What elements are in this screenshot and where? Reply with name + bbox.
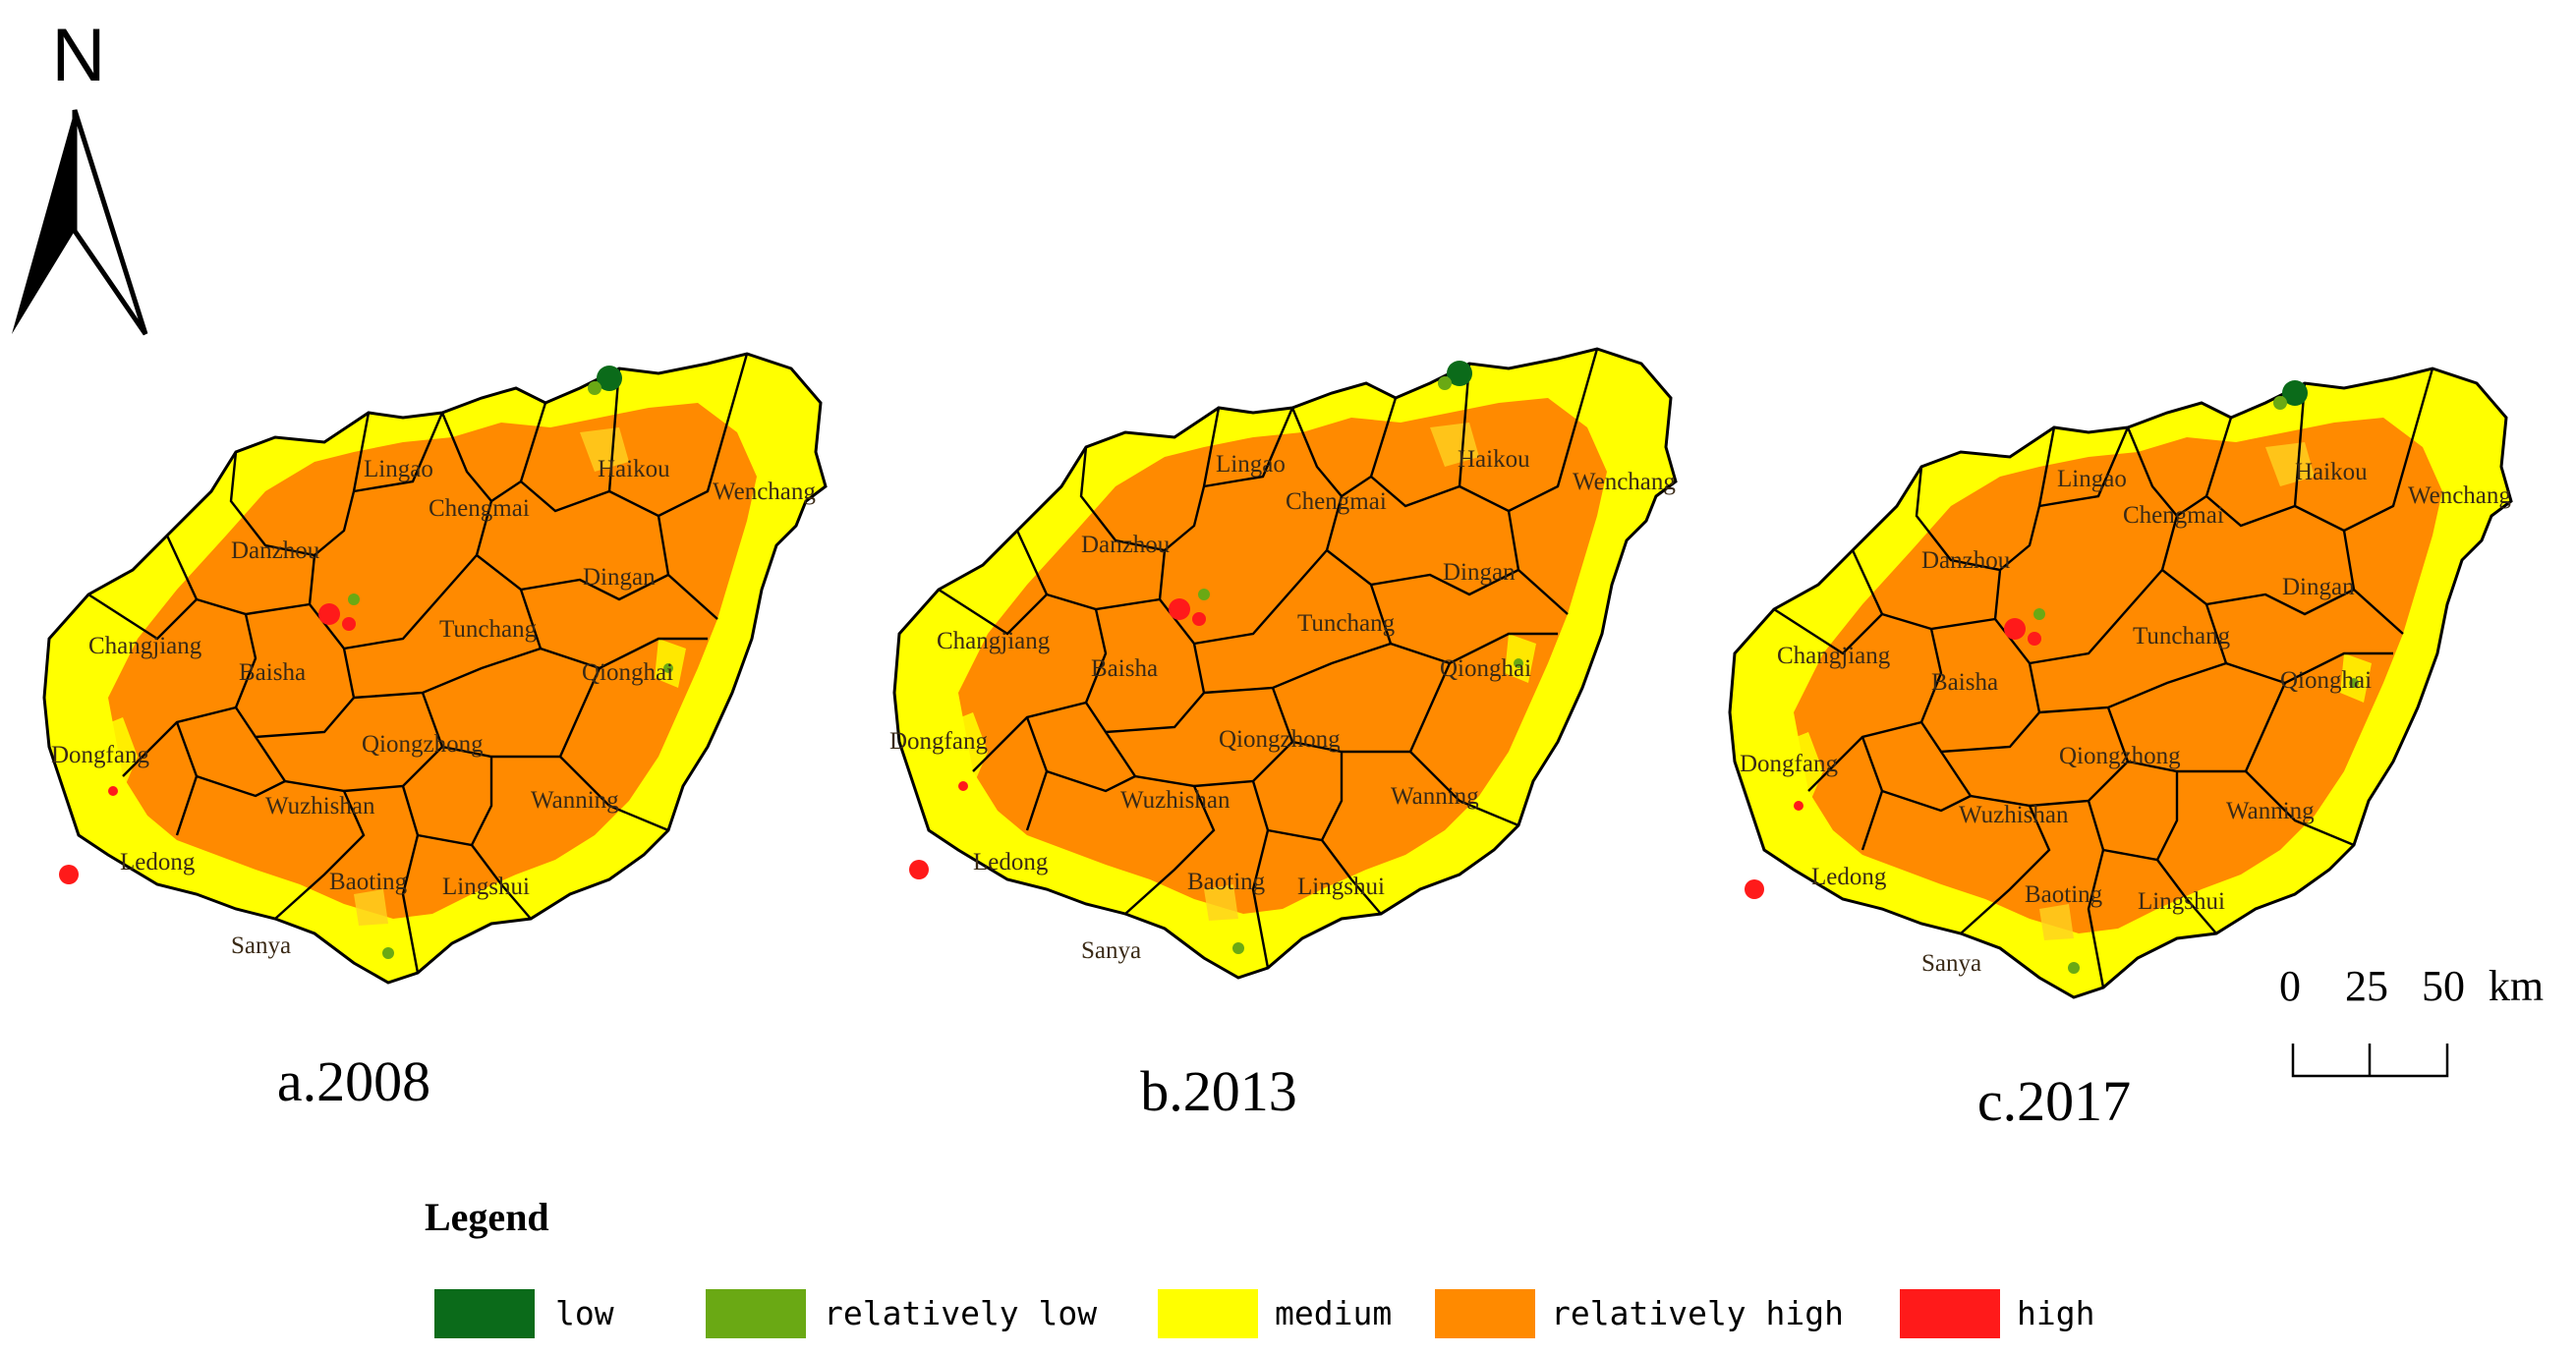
legend-swatch-low — [434, 1289, 535, 1338]
legend-swatch-medium — [1158, 1289, 1258, 1338]
panel-caption: a.2008 — [277, 1049, 430, 1113]
district-label: Tunchang — [439, 616, 538, 643]
district-label: Sanya — [231, 932, 291, 959]
district-label: Chengmai — [429, 495, 530, 522]
district-label: Dingan — [2282, 574, 2355, 600]
scale-bar-line — [2291, 1044, 2449, 1078]
district-label: Lingshui — [442, 874, 530, 900]
district-label: Baisha — [239, 659, 306, 686]
district-label: Dingan — [1443, 559, 1516, 586]
district-label: Baoting — [2025, 881, 2103, 908]
map-panel-2017: Lingao Chengmai Haikou Wenchang Danzhou … — [1728, 367, 2513, 1133]
district-label: Lingao — [1216, 451, 1286, 478]
north-arrow: N — [12, 14, 148, 336]
scale-bar: 0 25 50 km — [2279, 962, 2544, 1078]
district-label: Wenchang — [1573, 469, 1676, 495]
district-label: Qionghai — [582, 659, 673, 686]
island-map — [42, 352, 828, 985]
district-label: Ledong — [120, 849, 196, 876]
district-label: Qionghai — [2280, 667, 2372, 694]
legend-label: low — [555, 1294, 614, 1332]
map-panel-2008: Lingao Chengmai Haikou Wenchang Danzhou … — [42, 352, 828, 1113]
district-label: Wuzhishan — [1959, 802, 2069, 828]
legend-label: relatively high — [1551, 1294, 1844, 1332]
district-label: Baoting — [1187, 869, 1266, 895]
district-label: Danzhou — [1921, 547, 2011, 574]
district-label: Qiongzhong — [2059, 743, 2181, 769]
district-label: Dongfang — [889, 728, 988, 755]
district-label: Haikou — [2295, 459, 2368, 485]
district-label: Qionghai — [1440, 655, 1531, 682]
district-label: Lingshui — [1297, 874, 1385, 900]
district-label: Wuzhishan — [265, 793, 375, 819]
legend-swatch-high — [1900, 1289, 2000, 1338]
district-label: Dongfang — [1740, 751, 1838, 777]
district-label: Sanya — [1921, 950, 1981, 977]
district-label: Haikou — [598, 456, 670, 482]
district-label: Tunchang — [2133, 623, 2231, 650]
district-label: Changjiang — [88, 633, 202, 659]
panel-caption: c.2017 — [1977, 1069, 2131, 1133]
district-label: Danzhou — [231, 537, 320, 564]
scale-tick-label: 0 — [2279, 962, 2301, 1010]
district-label: Lingao — [2057, 466, 2127, 492]
district-label: Chengmai — [1286, 488, 1387, 515]
district-label: Danzhou — [1081, 532, 1171, 558]
legend-label: high — [2017, 1294, 2094, 1332]
legend-label: medium — [1275, 1294, 1392, 1332]
district-label: Wenchang — [2408, 482, 2511, 509]
north-letter: N — [52, 14, 106, 97]
district-label: Lingshui — [2138, 888, 2225, 915]
district-label: Dingan — [583, 564, 656, 591]
legend-swatch-relatively-low — [706, 1289, 806, 1338]
island-map — [1728, 367, 2513, 999]
district-label: Baisha — [1931, 669, 1998, 696]
north-arrow-icon — [12, 110, 75, 334]
panel-caption: b.2013 — [1140, 1059, 1297, 1123]
district-label: Chengmai — [2123, 502, 2224, 529]
island-map — [892, 347, 1678, 980]
district-label: Qiongzhong — [362, 731, 484, 758]
district-label: Sanya — [1081, 937, 1141, 964]
district-label: Baisha — [1091, 655, 1158, 682]
scale-tick-label: 50 — [2422, 962, 2465, 1010]
district-label: Changjiang — [937, 628, 1051, 654]
legend-label: relatively low — [824, 1294, 1097, 1332]
legend-swatch-relatively-high — [1435, 1289, 1535, 1338]
district-label: Tunchang — [1297, 610, 1396, 637]
district-label: Dongfang — [51, 742, 149, 768]
legend-title: Legend — [425, 1195, 549, 1239]
district-label: Qiongzhong — [1219, 726, 1341, 753]
district-label: Lingao — [364, 456, 433, 482]
district-label: Ledong — [973, 849, 1049, 876]
district-label: Haikou — [1458, 446, 1530, 473]
district-label: Changjiang — [1777, 643, 1891, 669]
district-label: Baoting — [329, 869, 408, 895]
district-label: Wanning — [1391, 783, 1479, 810]
district-label: Wanning — [531, 787, 619, 814]
district-label: Wanning — [2226, 798, 2315, 824]
legend: Legend low relatively low medium relativ… — [425, 1195, 2094, 1338]
district-label: Wuzhishan — [1120, 787, 1231, 814]
scale-unit: km — [2489, 962, 2544, 1010]
district-label: Ledong — [1811, 864, 1887, 890]
map-panel-2013: Lingao Chengmai Haikou Wenchang Danzhou … — [889, 347, 1678, 1123]
district-label: Wenchang — [713, 479, 816, 505]
scale-tick-label: 25 — [2345, 962, 2388, 1010]
